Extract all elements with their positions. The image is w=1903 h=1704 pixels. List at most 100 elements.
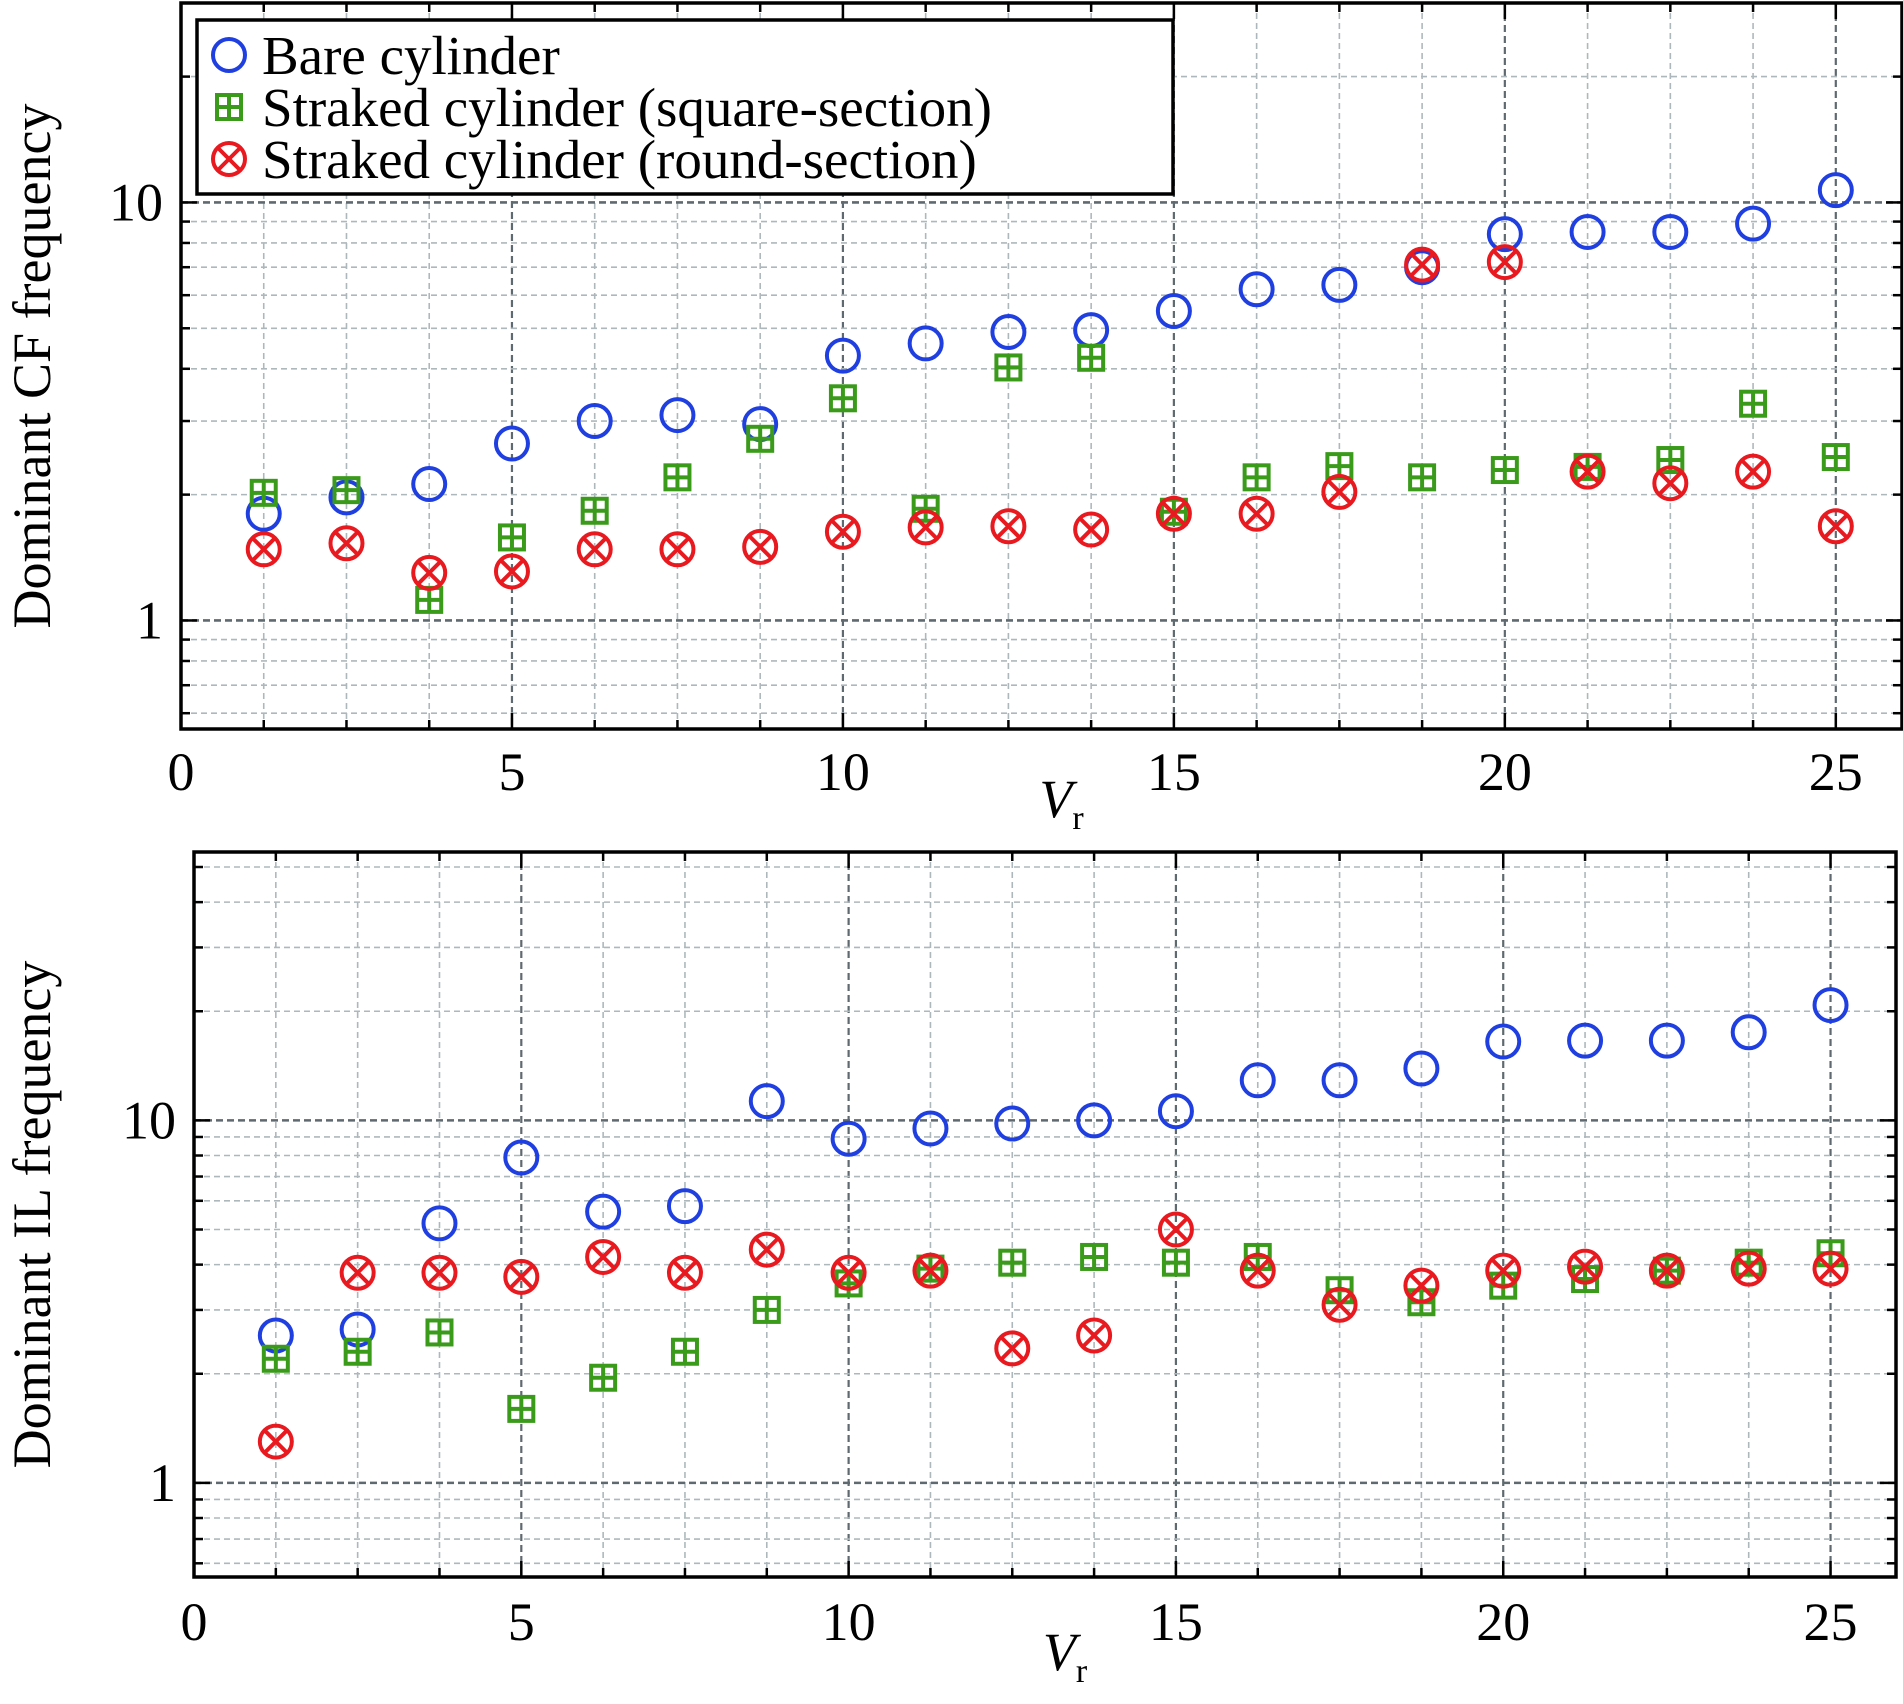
data-point (493, 425, 530, 462)
legend-label: Bare cylinder (262, 25, 560, 86)
grid (194, 852, 1896, 1577)
cf-frequency-chart: 0 5 10 15 20 25 1 10 Vr Dominant CF frequency Bare… (2, 1, 1903, 837)
ticks (181, 3, 1902, 729)
data-point (257, 1423, 294, 1460)
y-tick-label: 10 (109, 172, 163, 232)
x-tick-label: 10 (822, 1592, 876, 1652)
y-tick-label: 10 (122, 1090, 176, 1150)
data-point (994, 1105, 1031, 1142)
data-point (659, 531, 696, 568)
x-axis-title: Vr (1043, 1622, 1088, 1690)
series-boxed-plus (249, 343, 1850, 614)
data-point (1238, 271, 1275, 308)
data-point (261, 1344, 290, 1373)
data-point (1080, 1242, 1109, 1271)
data-point (1485, 1252, 1522, 1289)
data-point (589, 1363, 618, 1392)
y-tick-label: 1 (136, 590, 163, 650)
data-point (503, 1139, 540, 1176)
legend-marker (215, 93, 243, 121)
data-point (1155, 495, 1192, 532)
data-point (249, 478, 278, 507)
data-point (1321, 1286, 1358, 1323)
data-point (1076, 1317, 1113, 1354)
data-point (580, 496, 609, 525)
data-point (746, 424, 775, 453)
data-point (1735, 453, 1772, 490)
il-frequency-chart: 0 5 10 15 20 25 1 10 Vr Dominant IL frequency (2, 850, 1898, 1690)
data-point (1404, 246, 1441, 283)
data-point (994, 1330, 1031, 1367)
data-point (585, 1238, 622, 1275)
y-axis-title: Dominant CF frequency (2, 104, 62, 629)
legend-label: Straked cylinder (square-section) (262, 77, 992, 138)
series-boxed-plus (261, 1239, 1845, 1423)
data-point (1238, 495, 1275, 532)
data-point (497, 523, 526, 552)
data-point (1239, 1062, 1276, 1099)
plot-frame (192, 850, 1898, 1579)
data-point (1321, 1062, 1358, 1099)
data-point (1157, 1093, 1194, 1130)
data-point (493, 553, 530, 590)
x-tick-label: 25 (1804, 1592, 1858, 1652)
data-point (1730, 1250, 1767, 1287)
legend-box (195, 18, 1175, 196)
data-point (907, 509, 944, 546)
data-point (748, 1083, 785, 1120)
data-point (1817, 508, 1854, 545)
data-point (343, 1337, 372, 1366)
data-point (576, 531, 613, 568)
data-point (503, 1258, 540, 1295)
data-point (425, 1318, 454, 1347)
data-point (1652, 213, 1689, 250)
data-point (1076, 1102, 1113, 1139)
x-tick-label: 25 (1809, 742, 1863, 802)
ticks (194, 852, 1896, 1577)
data-point (1739, 389, 1768, 418)
data-point (1812, 987, 1849, 1024)
data-point (1486, 244, 1523, 281)
data-point (1239, 1252, 1276, 1289)
legend-label: Straked cylinder (round-section) (262, 129, 977, 190)
x-tick-label: 20 (1476, 1592, 1530, 1652)
data-point (1569, 453, 1606, 490)
x-tick-label: 0 (181, 1592, 208, 1652)
data-point (666, 1254, 703, 1291)
y-tick-label: 1 (149, 1453, 176, 1513)
data-point (752, 1295, 781, 1324)
data-point (659, 397, 696, 434)
data-point (824, 337, 861, 374)
data-point (1077, 343, 1106, 372)
data-point (1485, 1023, 1522, 1060)
x-tick-label: 10 (816, 742, 870, 802)
data-point (411, 554, 448, 591)
plot-frame (179, 1, 1903, 731)
data-point (1157, 1211, 1194, 1248)
data-point (245, 531, 282, 568)
data-point (830, 1120, 867, 1157)
data-point (1403, 1050, 1440, 1087)
data-point (1403, 1267, 1440, 1304)
data-point (1817, 172, 1854, 209)
x-tick-label: 5 (508, 1592, 535, 1652)
data-point (1321, 473, 1358, 510)
data-point (998, 1248, 1027, 1277)
data-point (1735, 205, 1772, 242)
data-point (912, 1110, 949, 1147)
data-point (663, 463, 692, 492)
series-open-circle (257, 987, 1849, 1354)
data-point (990, 508, 1027, 545)
x-tick-label: 0 (168, 742, 195, 802)
data-point (1730, 1014, 1767, 1051)
data-point (911, 494, 940, 523)
data-point (1648, 1252, 1685, 1289)
series-circled-x (257, 1211, 1849, 1460)
data-point (830, 1254, 867, 1291)
data-point (748, 1231, 785, 1268)
series-circled-x (245, 244, 1854, 591)
data-point (742, 528, 779, 565)
data-point (585, 1193, 622, 1230)
